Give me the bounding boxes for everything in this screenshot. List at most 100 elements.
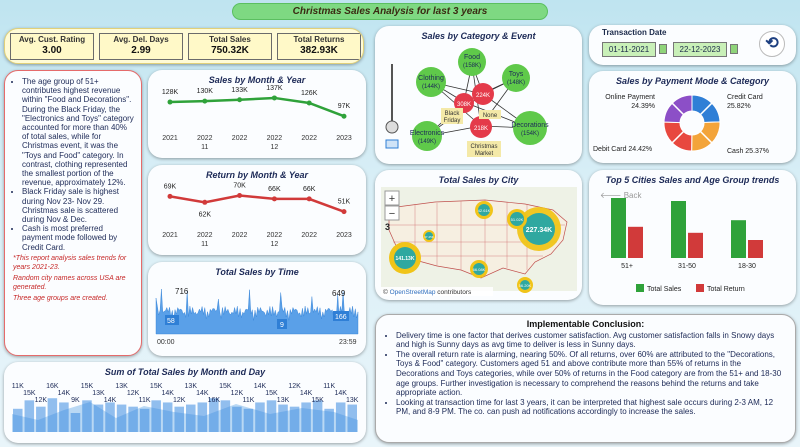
event-label-box <box>441 108 463 124</box>
legend-label: Total Sales <box>647 286 682 293</box>
data-point <box>341 113 347 119</box>
bar <box>628 226 643 258</box>
bubble-label: 42.61K <box>478 208 491 213</box>
undo-arrow-icon[interactable]: ⟲ <box>759 31 785 57</box>
attribution-prefix: © <box>383 288 390 296</box>
city-map[interactable]: 227.34K 141.13K 51.02K 42.61K 66.08K 56.… <box>375 170 582 300</box>
x-tick-label: 2022 <box>301 232 317 239</box>
x-tick-label: 18-30 <box>738 263 756 270</box>
bubble-label: 66.08K <box>473 267 486 272</box>
bar-label: 16K <box>208 397 221 404</box>
sales-time-chart: 716 649 58 9 166 00:00 23:59 <box>155 287 359 346</box>
bar-label: 11K <box>242 397 254 404</box>
data-label: 66K <box>268 186 281 193</box>
conclusion-panel: Implementable Conclusion: Delivery time … <box>375 314 796 443</box>
bar <box>688 232 703 258</box>
node-label: Decorations <box>511 122 549 129</box>
bar-label: 12K <box>288 383 301 390</box>
chart-title: Top 5 Cities Sales and Age Group trends <box>605 175 780 185</box>
kpi-total-returns: Total Returns 382.93K <box>277 33 361 60</box>
bubble-label: 51.02K <box>511 217 524 222</box>
date-from-input[interactable]: 01-11-2021 <box>602 42 656 57</box>
category-event-chart: Food (158K) Clothing (144K) Toys (148K) … <box>385 48 549 157</box>
bar-label: 12K <box>173 397 186 404</box>
x-tick-label: 2022 <box>197 232 213 239</box>
attribution-box <box>381 287 493 296</box>
bar <box>255 402 265 432</box>
bar-label: 12K <box>127 390 140 397</box>
node-toys[interactable] <box>502 64 530 92</box>
month-day-card: Sum of Total Sales by Month and Day 11K 1… <box>4 362 366 443</box>
note-1: *This report analysis sales trends for y… <box>13 254 127 271</box>
bar <box>82 400 92 432</box>
x-tick-label: 2022 <box>197 135 213 142</box>
x-tick-label: 31-50 <box>678 263 696 270</box>
bar-label: 15K <box>311 397 324 404</box>
data-point <box>271 95 277 101</box>
x-tick-label: 2022 <box>301 135 317 142</box>
bar <box>24 400 35 432</box>
bubble-label: 37.45K <box>424 235 434 239</box>
data-label: 69K <box>164 183 177 190</box>
bar-label: 13K <box>115 383 128 390</box>
data-point <box>202 199 208 205</box>
sales-month-chart: 128K 2021 130K 2022 11 133K 2022 137K 2022 12 126K… <box>162 85 352 151</box>
node-value: (144K) <box>422 84 440 90</box>
data-point <box>306 196 312 202</box>
bar <box>312 400 323 432</box>
node-electronics[interactable] <box>412 121 442 151</box>
sales-time-area <box>155 288 359 335</box>
bar-label: 9K <box>71 397 80 404</box>
slider-handle[interactable] <box>385 120 399 134</box>
x-tick-label: 2021 <box>162 232 178 239</box>
node-clothing[interactable] <box>416 67 446 97</box>
data-point <box>167 99 173 105</box>
bar <box>186 404 196 432</box>
data-point <box>306 100 312 106</box>
kpi-total-sales: Total Sales 750.32K <box>188 33 272 60</box>
bar <box>47 398 58 432</box>
node-decorations[interactable] <box>513 111 547 145</box>
calendar-icon[interactable] <box>659 44 667 54</box>
return-month-card: Return by Month & Year 69K 2021 62K 2022 11 7… <box>148 165 366 255</box>
node-event-218k[interactable] <box>470 116 492 138</box>
bar <box>671 201 686 258</box>
sales-month-card: Sales by Month & Year 128K 2021 130K 2022 11… <box>148 70 366 158</box>
node-event-224k[interactable] <box>472 83 494 105</box>
data-label: 51K <box>338 199 351 206</box>
bar-label: 11K <box>12 383 24 390</box>
top-cities-card: Top 5 Cities Sales and Age Group trends … <box>589 170 796 305</box>
data-label: 126K <box>301 90 318 97</box>
pie-divider <box>671 130 685 144</box>
data-label: 133K <box>231 87 248 94</box>
data-point <box>237 193 243 198</box>
bar-label: 12K <box>35 397 48 404</box>
legend-swatch <box>636 284 644 292</box>
data-label: 137K <box>266 85 283 92</box>
x-tick-label: 12 <box>271 144 279 151</box>
chart-title: Sales by Month & Year <box>208 75 306 85</box>
pie-divider <box>699 102 713 116</box>
month-day-chart: 11K15K12K16K14K9K15K13K14K13K12K11K15K14… <box>12 383 359 432</box>
chart-title: Sales by Category & Event <box>421 31 536 41</box>
back-button[interactable]: 🡐 Back <box>600 191 642 200</box>
x-tick-label: 51+ <box>621 263 633 270</box>
pie-label: Cash 25.37% <box>727 148 769 155</box>
data-point <box>341 209 347 215</box>
date-to-input[interactable]: 22-12-2023 <box>673 42 727 57</box>
chart-title: Total Sales by City <box>438 175 519 185</box>
zoom-out-button[interactable] <box>384 205 400 221</box>
data-label: 62K <box>199 211 212 218</box>
time-annotation: 9 <box>280 322 284 329</box>
time-label-box <box>277 319 287 329</box>
attribution-link[interactable]: OpenStreetMap <box>390 289 436 296</box>
city-map-card: Total Sales by City 227.34K 141.13K 51.0… <box>375 170 582 300</box>
node-food[interactable] <box>458 48 486 76</box>
time-axis-end: 23:59 <box>339 339 357 346</box>
zoom-out-label: − <box>389 208 395 220</box>
legend-swatch <box>696 284 704 292</box>
calendar-icon[interactable] <box>730 44 738 54</box>
zoom-in-button[interactable] <box>384 190 400 206</box>
bar <box>128 406 138 432</box>
kpi-avg-delivery: Avg. Del. Days 2.99 <box>99 33 183 60</box>
